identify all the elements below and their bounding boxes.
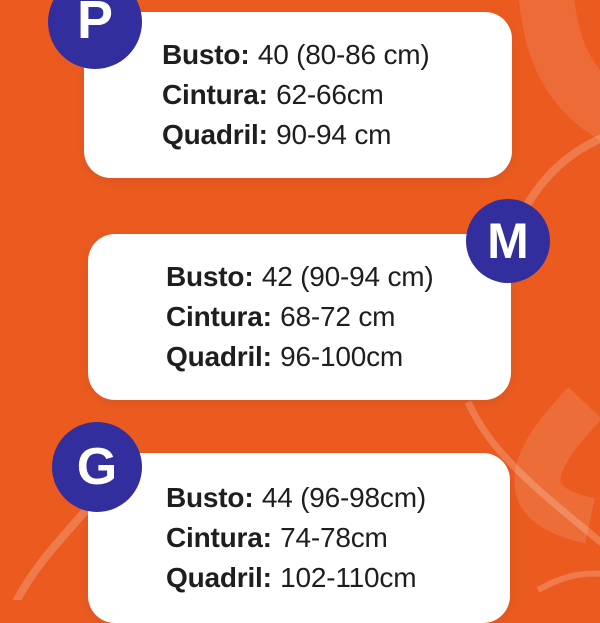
measurement-row-busto: Busto: 42 (90-94 cm) <box>166 257 434 297</box>
measurement-row-cintura: Cintura: 68-72 cm <box>166 297 434 337</box>
background-swirls-decoration <box>12 0 600 600</box>
measurement-value: 42 (90-94 cm) <box>261 261 434 292</box>
measurement-label: Cintura: <box>166 522 272 553</box>
size-badge-g: G <box>52 422 142 512</box>
measurement-row-busto: Busto: 44 (96-98cm) <box>166 478 426 518</box>
measurement-value: 40 (80-86 cm) <box>257 39 430 70</box>
size-card-g: Busto: 44 (96-98cm) Cintura: 74-78cm Quadr… <box>88 453 510 623</box>
measurement-label: Cintura: <box>166 301 272 332</box>
measurement-label: Quadril: <box>162 119 268 150</box>
size-badge-m: M <box>466 199 550 283</box>
measurement-label: Busto: <box>166 482 254 513</box>
measurement-value: 68-72 cm <box>280 301 396 332</box>
measurement-row-cintura: Cintura: 74-78cm <box>166 518 426 558</box>
measurement-row-busto: Busto: 40 (80-86 cm) <box>162 35 430 75</box>
measurement-row-quadril: Quadril: 90-94 cm <box>162 115 430 155</box>
measurement-value: 44 (96-98cm) <box>261 482 426 513</box>
size-card-p: Busto: 40 (80-86 cm) Cintura: 62-66cm Quad… <box>84 12 512 178</box>
measurement-label: Busto: <box>162 39 250 70</box>
size-card-m: Busto: 42 (90-94 cm) Cintura: 68-72 cm Qua… <box>88 234 511 400</box>
size-chart-page: { "theme": { "bg_color": "#EB5B20", "car… <box>12 0 600 623</box>
measurement-value: 90-94 cm <box>276 119 392 150</box>
measurement-row-quadril: Quadril: 102-110cm <box>166 558 426 598</box>
measurement-value: 96-100cm <box>280 341 404 372</box>
measurement-value: 74-78cm <box>280 522 388 553</box>
measurement-value: 102-110cm <box>280 562 417 593</box>
measurement-label: Busto: <box>166 261 254 292</box>
measurements-list: Busto: 40 (80-86 cm) Cintura: 62-66cm Quad… <box>84 35 430 155</box>
measurements-list: Busto: 44 (96-98cm) Cintura: 74-78cm Quadr… <box>88 478 426 598</box>
measurement-value: 62-66cm <box>276 79 384 110</box>
measurement-row-quadril: Quadril: 96-100cm <box>166 337 434 377</box>
measurements-list: Busto: 42 (90-94 cm) Cintura: 68-72 cm Qua… <box>88 257 434 377</box>
measurement-label: Quadril: <box>166 562 272 593</box>
measurement-row-cintura: Cintura: 62-66cm <box>162 75 430 115</box>
measurement-label: Cintura: <box>162 79 268 110</box>
measurement-label: Quadril: <box>166 341 272 372</box>
size-badge-p: P <box>48 0 142 69</box>
